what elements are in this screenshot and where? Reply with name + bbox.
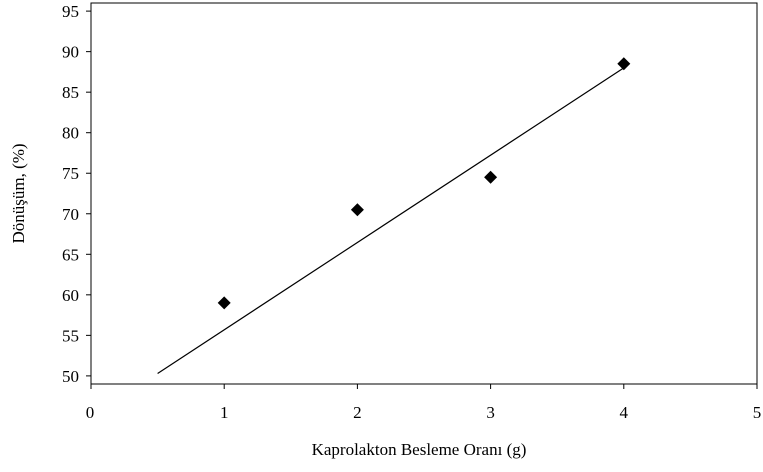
x-tick-label: 4 (620, 403, 629, 422)
y-tick-label: 70 (62, 205, 79, 224)
y-tick-label: 75 (62, 164, 79, 183)
data-point (484, 170, 498, 184)
data-point (617, 57, 631, 71)
data-points (217, 57, 631, 310)
data-point (217, 296, 231, 310)
x-tick-label: 1 (220, 403, 229, 422)
plot-area (90, 2, 758, 385)
x-tick-label: 5 (753, 403, 762, 422)
y-tick-label: 95 (62, 2, 79, 21)
data-point (350, 203, 364, 217)
y-tick-label: 60 (62, 286, 79, 305)
y-tick-label: 65 (62, 245, 79, 264)
y-tick-label: 55 (62, 326, 79, 345)
y-tick-label: 85 (62, 83, 79, 102)
x-tick-label: 3 (486, 403, 495, 422)
x-axis-title: Kaprolakton Besleme Oranı (g) (312, 440, 527, 459)
x-axis: 0 1 2 3 4 5 (86, 384, 762, 422)
y-tick-label: 80 (62, 124, 79, 143)
y-axis-title: Dönüşüm, (%) (9, 143, 28, 243)
y-axis: 50 55 60 65 70 75 80 85 90 95 (62, 2, 91, 386)
trendline (157, 67, 625, 374)
x-tick-label: 2 (353, 403, 362, 422)
y-tick-label: 50 (62, 367, 79, 386)
x-tick-label: 0 (86, 403, 95, 422)
y-tick-label: 90 (62, 43, 79, 62)
